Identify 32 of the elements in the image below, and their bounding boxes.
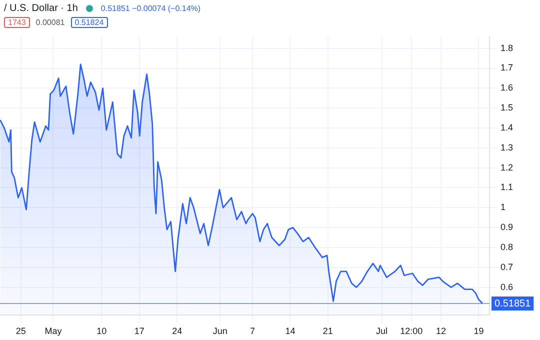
x-tick-label: 7 <box>250 326 255 336</box>
x-tick-label: 19 <box>474 326 484 336</box>
y-tick-label: 1.4 <box>500 122 514 132</box>
text: 0.00081 <box>36 18 65 27</box>
ref-line-label: 0.51851 <box>494 298 532 310</box>
x-tick-label: May <box>44 326 62 336</box>
y-tick-label: 1 <box>500 202 506 212</box>
text: 0.51824 <box>70 17 108 28</box>
y-tick-label: 0.7 <box>500 262 514 272</box>
x-tick-label: Jun <box>212 326 228 336</box>
x-tick-label: 14 <box>285 326 296 336</box>
text: 1743 <box>4 17 30 28</box>
x-tick-label: 12:00 <box>400 326 423 336</box>
y-tick-label: 1.8 <box>500 42 514 53</box>
y-tick-label: 1.6 <box>500 82 514 93</box>
chart-title: / U.S. Dollar · 1h <box>4 3 78 14</box>
y-tick-label: 1.5 <box>500 102 514 113</box>
x-tick-label: Jul <box>376 326 388 336</box>
y-tick-label: 1.2 <box>500 162 514 172</box>
x-tick-label: 24 <box>172 326 182 336</box>
x-tick-label: 17 <box>134 326 144 336</box>
y-tick-label: 1.7 <box>500 62 514 73</box>
y-tick-label: 0.9 <box>500 222 514 232</box>
x-tick-label: 10 <box>96 326 107 336</box>
y-tick-label: 0.6 <box>500 282 514 292</box>
y-tick-label: 1.1 <box>500 182 514 192</box>
text: 0.51851 −0.00074 (−0.14%) <box>100 4 201 13</box>
x-tick-label: 25 <box>16 326 26 336</box>
x-tick-label: 21 <box>322 326 333 336</box>
y-tick-label: 0.8 <box>500 242 514 252</box>
y-tick-label: 1.3 <box>500 142 514 152</box>
x-tick-label: 12 <box>436 326 446 336</box>
